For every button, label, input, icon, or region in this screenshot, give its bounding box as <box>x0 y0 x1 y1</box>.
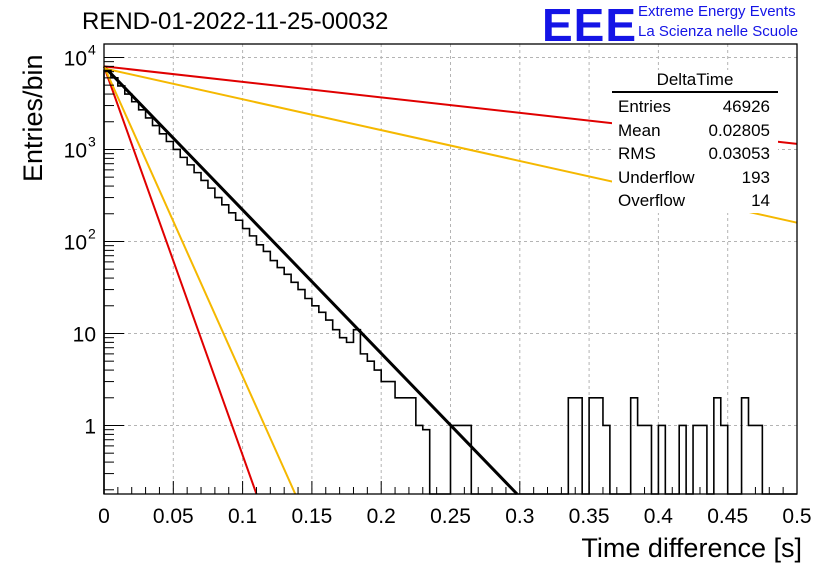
y-axis-label: Entries/bin <box>18 54 48 182</box>
x-tick-label: 0.1 <box>228 505 257 528</box>
y-tick-label: 10 <box>64 231 87 254</box>
stats-label: Underflow <box>618 167 695 187</box>
x-tick-label: 0.3 <box>505 505 534 528</box>
stats-value: 193 <box>741 167 770 187</box>
stats-row-mean: Mean 0.02805 <box>612 119 778 143</box>
y-tick-label: 10 <box>64 139 87 162</box>
plot-title: REND-01-2022-11-25-00032 <box>82 8 389 35</box>
stats-label: Entries <box>618 97 671 116</box>
x-tick-label: 0.45 <box>707 505 748 528</box>
x-tick-label: 0.5 <box>782 505 811 528</box>
stats-value: 0.03053 <box>708 144 770 163</box>
stats-box-title: DeltaTime <box>612 70 778 93</box>
stats-value: 0.02805 <box>708 120 770 140</box>
x-tick-label: 0.15 <box>291 505 332 528</box>
axis-ticks: 0 0.05 0.1 0.15 0.2 0.25 0.3 0.35 0.4 0.45 0.5 1 10 1… <box>64 41 812 528</box>
stats-value: 46926 <box>722 97 770 116</box>
y-tick-exponent: 3 <box>88 133 96 149</box>
y-tick-exponent: 4 <box>88 41 96 57</box>
y-tick-exponent: 2 <box>88 225 96 241</box>
grid-lines <box>104 44 797 494</box>
x-tick-label: 0.2 <box>367 505 396 528</box>
stats-row-entries: Entries 46926 <box>612 95 778 119</box>
x-tick-label: 0.35 <box>569 505 610 528</box>
fit-line <box>103 66 258 495</box>
y-tick-label: 1 <box>84 415 96 438</box>
fit-line <box>102 65 519 496</box>
org-name: Extreme Energy Events <box>638 3 796 20</box>
x-tick-label: 0.05 <box>153 505 194 528</box>
stats-label: Overflow <box>618 191 686 210</box>
x-tick-label: 0.4 <box>644 505 674 528</box>
stats-label: Mean <box>618 120 661 140</box>
org-subtitle: La Scienza nelle Scuole <box>638 23 799 40</box>
x-tick-label: 0.25 <box>430 505 471 528</box>
fit-line <box>103 65 297 495</box>
x-tick-label: 0 <box>98 505 110 528</box>
stats-label: RMS <box>618 144 656 163</box>
y-tick-label: 10 <box>64 47 87 70</box>
fit-curves <box>102 65 798 496</box>
x-axis-label: Time difference [s] <box>581 533 802 563</box>
stats-row-overflow: Overflow 14 <box>612 189 778 213</box>
stats-box: DeltaTime Entries 46926 Mean 0.02805 RMS 0.… <box>612 70 778 213</box>
stats-row-rms: RMS 0.03053 <box>612 142 778 166</box>
stats-value: 14 <box>751 191 770 210</box>
y-tick-label: 10 <box>73 323 96 346</box>
eee-logo: EEE <box>542 0 638 51</box>
stats-row-underflow: Underflow 193 <box>612 166 778 190</box>
